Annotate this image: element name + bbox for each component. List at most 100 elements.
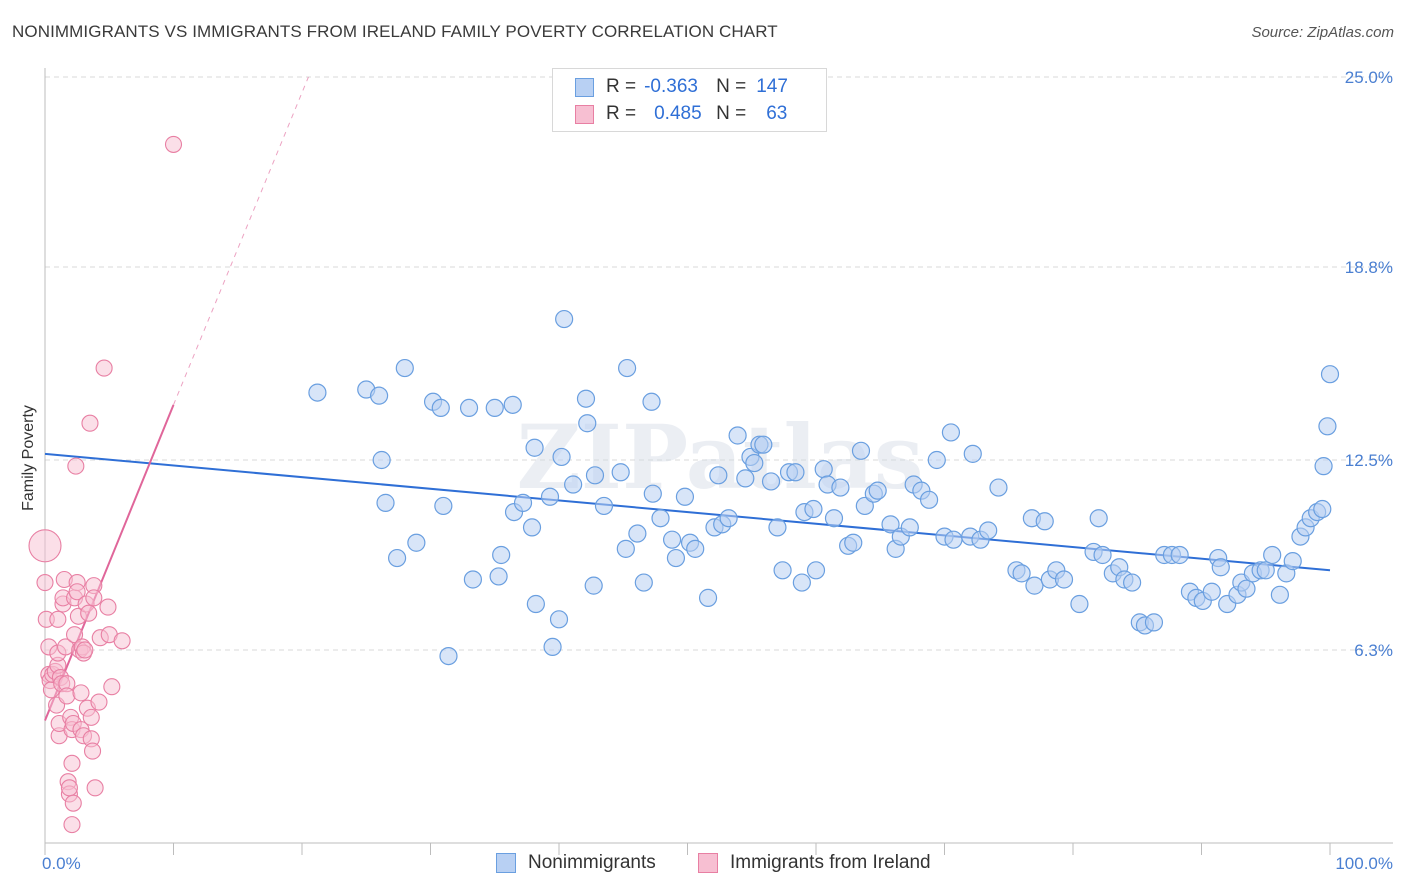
trend-line-ireland-extension	[173, 76, 309, 406]
data-point-nonimmigrant	[585, 466, 605, 485]
data-point-nonimmigrant	[698, 588, 718, 607]
data-point-nonimmigrant	[824, 509, 844, 528]
data-point-ireland	[28, 529, 62, 563]
data-point-nonimmigrant	[643, 484, 662, 503]
data-point-nonimmigrant	[662, 530, 682, 549]
data-point-nonimmigrant	[1035, 512, 1054, 531]
data-point-nonimmigrant	[761, 472, 781, 491]
data-point-ireland	[66, 626, 84, 644]
data-point-nonimmigrant	[616, 539, 635, 558]
data-point-nonimmigrant	[768, 518, 787, 537]
data-point-nonimmigrant	[395, 358, 414, 378]
axes	[44, 68, 1393, 855]
data-point-nonimmigrant	[941, 423, 961, 442]
x-tick-label: 100.0%	[1335, 854, 1393, 873]
data-point-nonimmigrant	[439, 646, 458, 666]
data-point-nonimmigrant	[919, 490, 939, 509]
data-point-ireland	[68, 583, 86, 601]
legend-r-value: 0.485	[654, 103, 702, 124]
data-point-nonimmigrant	[555, 309, 574, 329]
legend-n-label: N =	[716, 76, 747, 97]
bottom-legend-ireland: Immigrants from Ireland	[698, 852, 931, 874]
data-point-nonimmigrant	[576, 389, 596, 408]
data-point-nonimmigrant	[308, 383, 327, 402]
data-point-nonimmigrant	[754, 435, 773, 454]
legend-r-value: -0.363	[644, 76, 698, 97]
data-point-nonimmigrant	[719, 509, 738, 528]
data-point-nonimmigrant	[522, 518, 542, 537]
data-point-nonimmigrant	[944, 530, 963, 549]
data-point-nonimmigrant	[844, 533, 863, 552]
nonimmigrant-points	[308, 309, 1340, 666]
data-point-nonimmigrant	[989, 478, 1008, 497]
data-point-ireland	[83, 742, 102, 760]
legend-row-nonimmigrants: R = -0.363 N = 147	[575, 74, 788, 100]
data-point-ireland	[36, 574, 54, 592]
data-point-ireland	[90, 693, 108, 711]
data-point-nonimmigrant	[552, 447, 571, 467]
data-point-nonimmigrant	[804, 499, 823, 519]
data-point-nonimmigrant	[651, 509, 670, 528]
y-tick-label: 12.5%	[1345, 451, 1393, 470]
data-point-ireland	[49, 610, 67, 628]
data-point-nonimmigrant	[745, 453, 764, 473]
data-point-ireland	[95, 359, 113, 377]
trend-lines	[44, 76, 1331, 721]
y-tick-label: 6.3%	[1354, 641, 1393, 660]
data-point-ireland	[164, 135, 183, 153]
data-point-ireland	[82, 708, 100, 726]
y-tick-label: 25.0%	[1345, 68, 1393, 87]
data-point-nonimmigrant	[1318, 417, 1337, 436]
data-point-nonimmigrant	[786, 463, 805, 482]
data-point-nonimmigrant	[881, 515, 900, 534]
data-point-ireland	[67, 457, 85, 475]
data-point-nonimmigrant	[492, 545, 511, 565]
data-point-nonimmigrant	[564, 475, 583, 494]
data-point-nonimmigrant	[792, 573, 811, 592]
data-point-nonimmigrant	[851, 441, 871, 460]
data-point-nonimmigrant	[503, 395, 522, 414]
data-point-nonimmigrant	[855, 496, 874, 516]
data-point-nonimmigrant	[868, 481, 887, 500]
data-point-nonimmigrant	[831, 478, 850, 497]
data-point-nonimmigrant	[618, 358, 637, 378]
data-point-nonimmigrant	[407, 533, 426, 552]
x-tick-label: 0.0%	[42, 854, 81, 873]
data-point-nonimmigrant	[666, 548, 686, 568]
data-point-nonimmigrant	[1211, 558, 1230, 577]
data-point-nonimmigrant	[1314, 457, 1333, 476]
data-point-nonimmigrant	[736, 469, 755, 488]
data-point-ireland	[60, 779, 78, 797]
data-point-nonimmigrant	[1025, 576, 1044, 595]
data-point-nonimmigrant	[900, 518, 919, 537]
data-point-nonimmigrant	[927, 450, 946, 470]
data-point-nonimmigrant	[543, 637, 562, 657]
data-point-nonimmigrant	[370, 386, 389, 405]
data-point-ireland	[63, 816, 81, 834]
data-point-nonimmigrant	[1170, 545, 1189, 565]
data-point-nonimmigrant	[489, 567, 508, 586]
data-point-nonimmigrant	[1270, 585, 1289, 604]
data-point-ireland	[113, 632, 131, 650]
data-point-nonimmigrant	[634, 573, 653, 592]
data-point-ireland	[63, 754, 81, 772]
data-point-nonimmigrant	[578, 414, 597, 433]
data-point-nonimmigrant	[963, 444, 982, 463]
data-point-nonimmigrant	[463, 570, 483, 589]
data-point-nonimmigrant	[459, 398, 479, 418]
data-point-nonimmigrant	[513, 493, 533, 512]
gridlines	[45, 76, 1393, 651]
bottom-legend-label: Nonimmigrants	[528, 852, 656, 873]
data-point-ireland	[76, 641, 94, 659]
data-point-nonimmigrant	[1313, 499, 1332, 519]
trend-line-ireland	[44, 404, 175, 721]
legend-n-value: 63	[766, 103, 788, 124]
data-point-nonimmigrant	[540, 487, 560, 506]
data-point-nonimmigrant	[485, 398, 504, 418]
data-point-ireland	[85, 589, 103, 607]
data-point-nonimmigrant	[549, 610, 569, 629]
data-point-nonimmigrant	[1089, 509, 1108, 528]
source-label: Source: ZipAtlas.com	[1251, 24, 1394, 41]
data-point-nonimmigrant	[1144, 613, 1164, 632]
